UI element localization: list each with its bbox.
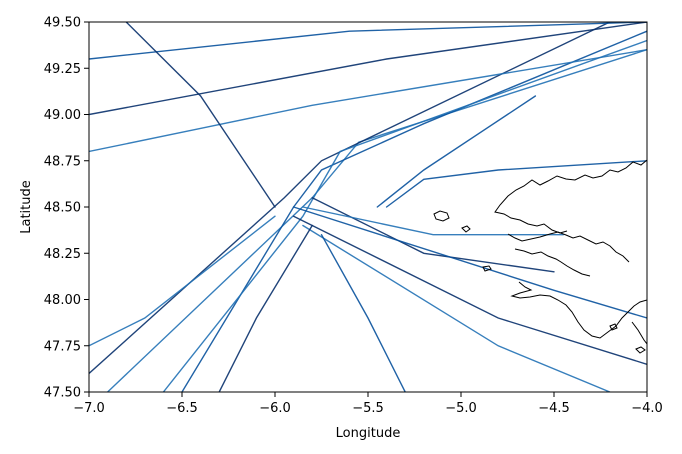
x-tick-label: −4.5 — [538, 401, 570, 416]
x-tick-label: −5.5 — [352, 401, 384, 416]
vessel-tracks — [89, 22, 647, 392]
coastline-southwest — [510, 281, 647, 339]
y-tick-label: 48.50 — [44, 201, 81, 216]
track-line — [106, 49, 647, 392]
coastline-brittany-north — [494, 159, 647, 234]
y-tick-label: 49.50 — [44, 16, 81, 31]
track-line — [125, 22, 276, 208]
y-tick-label: 49.25 — [44, 62, 81, 77]
y-axis-ticks: 47.50 47.75 48.00 48.25 48.50 48.75 49.00 49.25… — [44, 16, 89, 401]
track-line — [218, 224, 313, 392]
island-ushant — [433, 210, 450, 222]
track-line — [292, 206, 647, 319]
track-line — [292, 215, 647, 365]
coastline — [433, 159, 647, 354]
coastline-crozon — [514, 248, 591, 277]
x-axis-label: Longitude — [336, 426, 401, 441]
x-axis-ticks: −7.0 −6.5 −6.0 −5.5 −5.0 −4.5 −4.0 — [73, 392, 663, 416]
x-tick-label: −5.0 — [445, 401, 477, 416]
y-tick-label: 48.25 — [44, 247, 81, 262]
island-molene — [461, 225, 471, 233]
track-line — [89, 215, 276, 347]
y-tick-label: 48.75 — [44, 154, 81, 169]
track-line — [302, 206, 564, 236]
x-tick-label: −6.0 — [259, 401, 291, 416]
track-line — [162, 39, 647, 392]
y-tick-label: 49.00 — [44, 108, 81, 123]
track-line — [385, 160, 647, 208]
track-line — [376, 95, 537, 208]
x-tick-label: −6.5 — [166, 401, 198, 416]
y-tick-label: 47.50 — [44, 386, 81, 401]
plot-background — [89, 22, 647, 392]
x-tick-label: −4.0 — [631, 401, 663, 416]
track-line — [89, 49, 647, 153]
island-glenan — [609, 323, 618, 331]
track-line — [302, 224, 611, 392]
coastline-brest-area — [507, 231, 630, 263]
track-line — [89, 22, 647, 116]
coastline-south — [631, 321, 647, 345]
track-line — [320, 234, 406, 392]
x-tick-label: −7.0 — [73, 401, 105, 416]
y-tick-label: 48.00 — [44, 293, 81, 308]
track-line — [89, 22, 647, 60]
island-groix — [635, 346, 646, 354]
island-sein — [482, 265, 492, 272]
track-line — [181, 30, 647, 392]
y-axis-label: Latitude — [19, 180, 34, 234]
y-tick-label: 47.75 — [44, 339, 81, 354]
